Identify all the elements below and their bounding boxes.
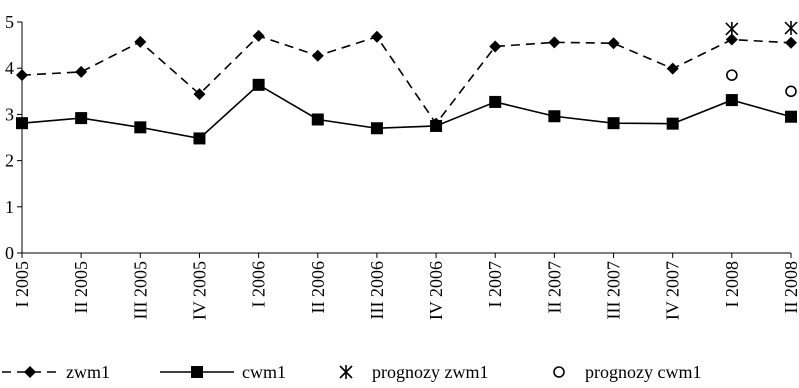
series-prognozy-zwm1 <box>725 21 798 36</box>
legend-item: zwm1 <box>2 362 110 382</box>
data-point <box>784 21 798 36</box>
series-prognozy-cwm1 <box>726 69 797 98</box>
series-cwm1 <box>16 78 797 145</box>
legend-item: prognozy cwm1 <box>553 362 701 382</box>
data-point <box>16 117 28 130</box>
data-point <box>193 88 206 101</box>
data-point <box>548 110 561 123</box>
legend-item: cwm1 <box>160 362 286 382</box>
x-tick-label: I 2005 <box>12 261 32 308</box>
data-point <box>311 49 324 62</box>
y-axis: 0 1 2 3 4 5 <box>5 12 23 263</box>
data-point <box>785 85 797 98</box>
data-point <box>430 119 443 132</box>
y-tick-label: 0 <box>5 243 14 263</box>
legend: zwm1 cwm1 prognozy zwm1 prognozy cwm1 <box>2 362 701 382</box>
y-tick-label: 2 <box>5 151 14 171</box>
series-zwm1 <box>16 29 797 130</box>
x-tick-label: II 2008 <box>781 261 799 314</box>
legend-label: zwm1 <box>66 362 110 382</box>
x-tick-label: III 2006 <box>367 261 387 319</box>
data-point <box>252 78 265 91</box>
legend-marker <box>24 366 36 378</box>
data-point <box>548 36 561 49</box>
x-tick-label: IV 2006 <box>426 261 446 320</box>
legend-label: cwm1 <box>242 362 286 382</box>
data-point <box>134 121 147 134</box>
series-line <box>21 83 792 140</box>
plot-area <box>16 21 798 145</box>
legend-label: prognozy zwm1 <box>372 362 488 382</box>
legend-marker <box>339 365 353 379</box>
data-point <box>75 112 88 125</box>
x-tick-label: I 2006 <box>249 261 269 308</box>
y-tick-label: 4 <box>5 58 14 78</box>
x-tick-label: II 2007 <box>544 261 564 314</box>
x-axis: I 2005 II 2005 III 2005 IV 2005 I 2006 II 200… <box>12 252 799 320</box>
data-point <box>370 122 383 135</box>
x-tick-label: III 2005 <box>130 261 150 319</box>
data-point <box>16 69 28 82</box>
x-tick-label: I 2007 <box>485 261 505 308</box>
data-point <box>193 132 206 145</box>
data-point <box>134 35 147 48</box>
data-point <box>489 40 502 53</box>
data-point <box>725 21 739 36</box>
data-point <box>607 37 620 50</box>
data-point <box>607 117 620 130</box>
data-point <box>726 69 738 81</box>
data-point <box>725 33 738 46</box>
data-point <box>725 94 738 107</box>
data-point <box>75 65 88 78</box>
x-tick-label: IV 2007 <box>663 261 683 320</box>
x-tick-label: II 2006 <box>308 261 328 314</box>
legend-marker <box>553 366 565 378</box>
legend-item: prognozy zwm1 <box>339 362 488 382</box>
legend-marker <box>191 366 203 378</box>
data-point <box>370 30 383 43</box>
data-point <box>666 62 679 75</box>
x-tick-label: III 2007 <box>604 261 624 319</box>
series-line <box>21 34 792 126</box>
data-point <box>489 95 502 108</box>
data-point <box>785 36 797 49</box>
data-point <box>311 113 324 126</box>
x-tick-label: IV 2005 <box>189 261 209 320</box>
y-tick-label: 1 <box>5 197 14 217</box>
x-tick-label: I 2008 <box>722 261 742 308</box>
y-tick-label: 5 <box>5 12 14 32</box>
data-point <box>785 110 797 123</box>
data-point <box>252 29 265 42</box>
data-point <box>666 117 679 130</box>
y-tick-label: 3 <box>5 104 14 124</box>
legend-label: prognozy cwm1 <box>585 362 701 382</box>
x-tick-label: II 2005 <box>71 261 91 314</box>
